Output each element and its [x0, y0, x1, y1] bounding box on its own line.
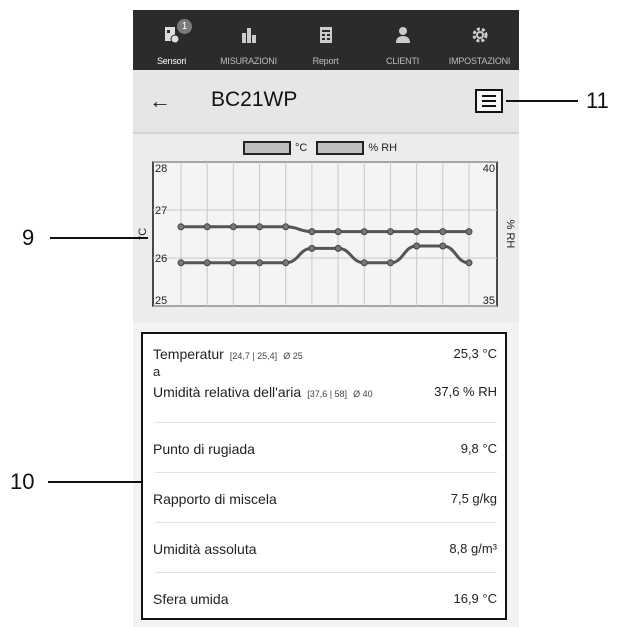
data-point [439, 228, 447, 236]
reading-wet-bulb: Sfera umida 16,9 °C [153, 591, 497, 607]
y2-axis-label: % RH [504, 220, 516, 249]
data-point [282, 259, 290, 267]
reading-label: Temperatur [153, 346, 224, 362]
y-tick-label: 28 [155, 163, 167, 175]
data-point [386, 228, 394, 236]
y2-tick-label: 40 [483, 163, 495, 175]
bar-chart-icon [241, 28, 256, 43]
divider [155, 572, 497, 573]
tab-label: Sensori [156, 56, 187, 66]
page-title: BC21WP [211, 88, 298, 111]
data-point [413, 242, 421, 250]
menu-button[interactable] [475, 89, 503, 113]
data-point [256, 223, 264, 231]
data-point [334, 244, 342, 252]
legend-swatch [316, 141, 365, 155]
data-point [360, 259, 368, 267]
tab-label: Report [312, 56, 339, 66]
reading-label: Punto di rugiada [153, 441, 255, 457]
legend-item-rh: % RH [316, 141, 397, 155]
reading-value: 16,9 °C [453, 591, 497, 606]
callout-11: 11 [586, 88, 609, 113]
tab-label: MISURAZIONI [220, 56, 277, 66]
tab-misurazioni[interactable]: MISURAZIONI [210, 10, 287, 70]
chart-legend: °C % RH [243, 141, 403, 155]
reading-label: Umidità assoluta [153, 541, 257, 557]
data-point [229, 223, 237, 231]
tab-report[interactable]: Report [287, 10, 364, 70]
data-point [203, 223, 211, 231]
back-arrow-icon[interactable]: ← [149, 88, 171, 113]
tab-label: CLIENTI [385, 56, 420, 66]
reading-label: Umidità relativa dell'aria [153, 384, 302, 400]
chart-panel: °C % RH 28 27 26 25 40 35 °C % RH [133, 134, 519, 322]
reading-temperature: Temperatur [24,7 | 25,4] Ø 25 25,3 °C [153, 346, 497, 362]
reading-avg: Ø 40 [353, 389, 373, 399]
reading-avg: Ø 25 [283, 351, 303, 361]
reading-mixing-ratio: Rapporto di miscela 7,5 g/kg [153, 491, 497, 507]
data-point [177, 259, 185, 267]
readings-panel: Temperatur [24,7 | 25,4] Ø 25 25,3 °C a Um… [141, 332, 507, 620]
reading-humidity: Umidità relativa dell'aria [37,6 | 58] Ø 4… [153, 384, 497, 400]
data-point [413, 228, 421, 236]
divider [155, 472, 497, 473]
data-point [360, 228, 368, 236]
callout-line-11 [506, 100, 578, 102]
data-point [308, 228, 316, 236]
report-icon [319, 27, 332, 43]
reading-label-wrap: a [153, 364, 161, 379]
sensor-icon [164, 27, 179, 44]
reading-label: Rapporto di miscela [153, 491, 277, 507]
legend-swatch [243, 141, 291, 155]
legend-item-temp: °C [243, 141, 307, 155]
data-point [256, 259, 264, 267]
reading-range: [24,7 | 25,4] [229, 351, 278, 361]
callout-line-10 [48, 481, 142, 483]
reading-label: Sfera umida [153, 591, 229, 607]
data-point [177, 223, 185, 231]
menu-icon [482, 95, 496, 97]
data-point [229, 259, 237, 267]
reading-value: 9,8 °C [460, 441, 497, 456]
data-point [334, 228, 342, 236]
callout-9: 9 [22, 225, 35, 250]
reading-value: 7,5 g/kg [450, 491, 497, 506]
data-point [203, 259, 211, 267]
reading-absolute-humidity: Umidità assoluta 8,8 g/m³ [153, 541, 497, 557]
tab-badge: 1 [177, 19, 192, 34]
callout-10: 10 [10, 469, 35, 494]
data-point [308, 244, 316, 252]
plot-frame [152, 161, 498, 307]
tab-impostazioni[interactable]: IMPOSTAZIONI [441, 10, 518, 70]
tab-label: IMPOSTAZIONI [448, 56, 511, 66]
y-tick-label: 26 [155, 253, 167, 265]
reading-value: 25,3 °C [453, 346, 497, 361]
y-tick-label: 27 [155, 205, 167, 217]
data-point [465, 228, 473, 236]
app-frame: 1 Sensori MISURAZIONI Report [133, 10, 519, 627]
reading-value: 8,8 g/m³ [449, 541, 497, 556]
gear-icon [472, 27, 487, 43]
tab-clienti[interactable]: CLIENTI [364, 10, 441, 70]
data-point [386, 259, 394, 267]
header: ← BC21WP [133, 70, 519, 134]
clients-icon [395, 27, 410, 43]
divider [155, 422, 497, 423]
reading-dew-point: Punto di rugiada 9,8 °C [153, 441, 497, 457]
callout-line-9 [50, 237, 148, 239]
tab-sensori[interactable]: 1 Sensori [133, 10, 210, 70]
reading-value: 37,6 % RH [434, 384, 497, 399]
divider [155, 522, 497, 523]
data-point [282, 223, 290, 231]
y-tick-label: 25 [155, 295, 167, 307]
reading-range: [37,6 | 58] [307, 389, 348, 399]
y2-tick-label: 35 [483, 295, 495, 307]
tab-bar: 1 Sensori MISURAZIONI Report [133, 10, 519, 70]
data-point [465, 259, 473, 267]
data-point [439, 242, 447, 250]
